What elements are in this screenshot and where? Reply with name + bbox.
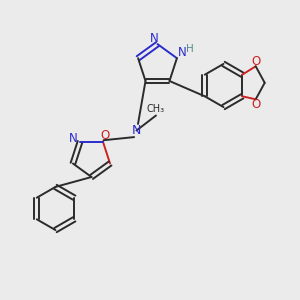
Text: N: N xyxy=(69,132,78,145)
Text: N: N xyxy=(178,46,187,59)
Text: N: N xyxy=(132,124,141,137)
Text: O: O xyxy=(251,98,260,111)
Text: CH₃: CH₃ xyxy=(147,104,165,114)
Text: N: N xyxy=(149,32,158,45)
Text: O: O xyxy=(101,129,110,142)
Text: O: O xyxy=(251,55,260,68)
Text: H: H xyxy=(186,44,194,54)
